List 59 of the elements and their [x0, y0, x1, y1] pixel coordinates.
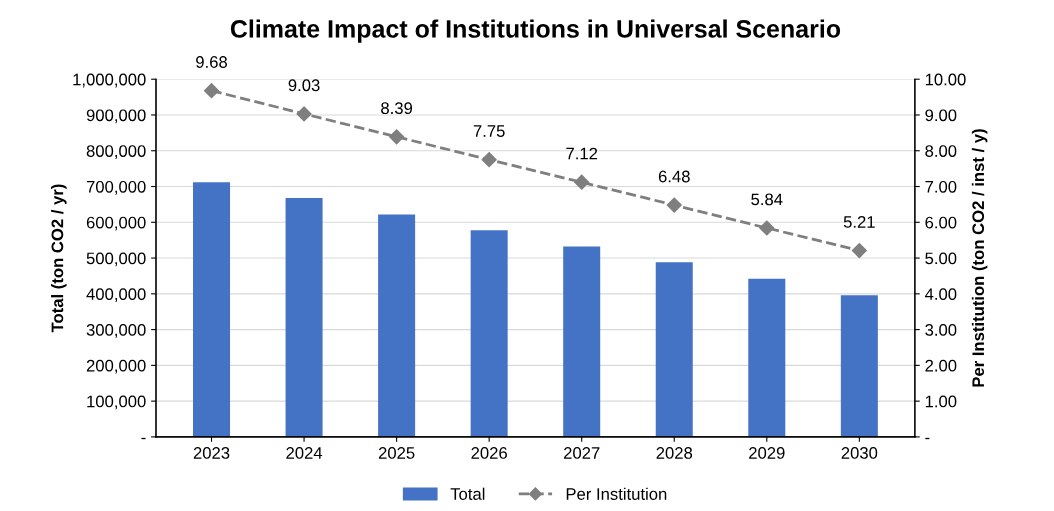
- point: [574, 174, 590, 190]
- data-label: 8.39: [381, 102, 413, 115]
- x-tick-label: 2028: [656, 447, 693, 459]
- point: [666, 197, 682, 213]
- y-tick-label: 1,000,000: [73, 73, 146, 88]
- data-label: 9.03: [288, 79, 320, 92]
- legend-label: Per Institution: [566, 487, 667, 500]
- x-tick-label: 2027: [564, 447, 600, 459]
- y-tick-label: 200,000: [86, 359, 146, 374]
- y2-tick-label: 1.00: [925, 395, 957, 408]
- point: [203, 83, 220, 99]
- y-tick-label: 100,000: [87, 395, 146, 410]
- bar: [748, 278, 786, 437]
- x-tick-label: 2025: [378, 447, 415, 459]
- y-tick-label: 900,000: [86, 109, 146, 124]
- y2-tick-label: -: [925, 437, 930, 440]
- bar: [285, 197, 323, 437]
- y-axis-title: Total (ton CO2 / yr): [51, 184, 67, 333]
- y-tick-label: 400,000: [86, 288, 146, 302]
- y-tick-label: 300,000: [86, 324, 146, 338]
- x-tick-label: 2023: [193, 447, 230, 459]
- bar: [840, 295, 878, 437]
- data-label: 9.68: [196, 56, 228, 68]
- point: [481, 152, 497, 168]
- y2-tick-label: 7.00: [925, 180, 957, 193]
- bar: [193, 182, 231, 437]
- legend-label: Total: [450, 487, 485, 500]
- bar: [563, 246, 601, 437]
- y2-tick-label: 10.00: [925, 73, 966, 86]
- y-tick-label: -: [141, 437, 146, 440]
- y-tick-label: 800,000: [86, 145, 146, 159]
- bar: [378, 214, 416, 437]
- y2-tick-label: 6.00: [925, 216, 957, 229]
- point: [389, 129, 405, 145]
- y2-tick-label: 3.00: [925, 324, 957, 336]
- data-label: 6.48: [658, 170, 690, 183]
- y-tick-label: 700,000: [86, 180, 146, 195]
- point: [296, 106, 312, 122]
- y2-tick-label: 9.00: [925, 109, 957, 122]
- y2-tick-label: 8.00: [925, 145, 957, 157]
- x-tick-label: 2029: [749, 447, 785, 459]
- x-tick-label: 2024: [286, 447, 323, 459]
- y-tick-label: 500,000: [86, 252, 146, 267]
- point: [759, 220, 775, 236]
- y2-tick-label: 5.00: [925, 252, 957, 265]
- data-label: 7.12: [566, 147, 598, 160]
- y2-tick-label: 4.00: [924, 288, 957, 301]
- y2-tick-label: 2.00: [925, 359, 957, 372]
- data-label: 7.75: [473, 125, 505, 137]
- point: [851, 242, 867, 259]
- chart-title: Climate Impact of Institutions in Universal Scenario: [230, 19, 841, 43]
- bar: [470, 230, 508, 437]
- y-tick-label: 600,000: [86, 216, 146, 231]
- data-label: 5.84: [751, 193, 783, 206]
- bar: [655, 262, 693, 437]
- data-label: 5.21: [843, 216, 875, 228]
- x-tick-label: 2030: [841, 447, 878, 459]
- y2-axis-title: Per Institution (ton CO2 / inst / y): [971, 129, 988, 387]
- x-tick-label: 2026: [471, 447, 507, 459]
